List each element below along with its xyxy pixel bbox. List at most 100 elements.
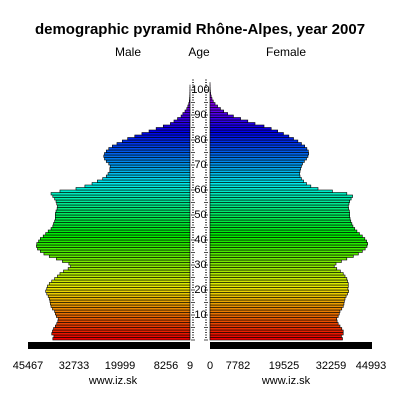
age-label-40: 40	[194, 234, 206, 246]
male-bar-age-27	[63, 269, 191, 273]
male-axis-label: 8256	[154, 360, 178, 372]
female-bar-age-69	[209, 164, 302, 168]
male-axis-labels: 45467 32733 19999 8256 9	[13, 360, 193, 372]
female-bar-age-57	[209, 194, 353, 198]
male-bar-age-20	[46, 287, 191, 291]
male-axis-label: 32733	[59, 360, 90, 372]
female-bar-age-43	[209, 229, 358, 233]
male-bar-age-76	[108, 147, 191, 151]
male-bar-age-67	[109, 169, 191, 173]
male-bar-age-63	[97, 179, 191, 183]
female-bar-age-79	[209, 139, 299, 143]
female-bar-age-78	[209, 142, 302, 146]
female-bar-age-5	[209, 324, 341, 328]
female-bar-age-9	[209, 314, 339, 318]
male-bar-age-61	[84, 184, 191, 188]
female-bar-age-19	[209, 289, 349, 293]
female-bar-age-27	[209, 269, 341, 273]
age-label-20: 20	[194, 284, 206, 296]
female-bar-age-91	[209, 109, 224, 113]
male-bar-age-64	[102, 177, 191, 181]
female-header: Female	[266, 45, 306, 59]
age-axis: 10 20 30 40 50 60 70 80 90 100	[191, 79, 210, 341]
male-bar-age-66	[107, 172, 191, 176]
male-bar-age-5	[55, 324, 191, 328]
female-bar-age-94	[209, 102, 216, 106]
male-bar-age-50	[55, 212, 191, 216]
female-bar-age-87	[209, 119, 249, 123]
female-bar-age-65	[209, 174, 301, 178]
male-bar-age-9	[56, 314, 191, 318]
female-bar-age-13	[209, 304, 344, 308]
male-bar-age-35	[40, 249, 191, 253]
male-bar-age-1	[53, 334, 191, 338]
chart-title: demographic pyramid Rhône-Alpes, year 20…	[35, 21, 365, 38]
female-bar-age-2	[209, 332, 344, 336]
age-label-60: 60	[194, 184, 206, 196]
female-bar-age-38	[209, 242, 368, 246]
female-bar-age-41	[209, 234, 363, 238]
female-bar-age-29	[209, 264, 335, 268]
female-bar-age-30	[209, 262, 337, 266]
male-bar-age-58	[50, 192, 191, 196]
female-bar-age-93	[209, 104, 218, 108]
female-bar-age-48	[209, 217, 351, 221]
female-bar-age-40	[209, 237, 366, 241]
female-bar-age-50	[209, 212, 350, 216]
male-bar-age-56	[54, 197, 191, 201]
female-bar-age-86	[209, 122, 256, 126]
male-bar-age-47	[54, 219, 191, 223]
male-bar-age-88	[177, 117, 191, 121]
male-bar-age-79	[122, 139, 191, 143]
female-bar-age-61	[209, 184, 312, 188]
female-bar-age-8	[209, 317, 338, 321]
male-bar-age-92	[186, 107, 191, 111]
male-bar-age-87	[173, 119, 191, 123]
female-bar-age-80	[209, 137, 294, 141]
male-bar-age-12	[52, 307, 191, 311]
male-bar-age-77	[112, 144, 191, 148]
female-axis-label: 44993	[356, 360, 387, 372]
female-bar-age-22	[209, 282, 349, 286]
male-bar-age-41	[42, 234, 191, 238]
male-bar-age-51	[55, 209, 191, 213]
female-axis-label: 7782	[226, 360, 250, 372]
female-bar-age-1	[209, 334, 342, 338]
male-bar-age-62	[91, 182, 191, 186]
male-axis-label: 19999	[105, 360, 136, 372]
male-header: Male	[115, 45, 141, 59]
female-bar-age-74	[209, 152, 309, 156]
female-bar-age-45	[209, 224, 354, 228]
female-bar-age-81	[209, 134, 290, 138]
female-bar-age-97	[209, 94, 212, 98]
male-bar-age-74	[104, 152, 191, 156]
female-bar-age-82	[209, 132, 284, 136]
female-bar-age-72	[209, 157, 307, 161]
watermark-right: www.iz.sk	[261, 375, 311, 387]
female-axis-label: 32259	[316, 360, 347, 372]
female-bar-age-46	[209, 222, 353, 226]
male-bar-age-30	[68, 262, 191, 266]
male-bar-age-83	[148, 129, 191, 133]
female-bar-age-54	[209, 202, 350, 206]
female-bar-age-42	[209, 232, 360, 236]
female-bar-age-12	[209, 307, 343, 311]
male-bar-age-60	[75, 187, 191, 191]
age-label-100: 100	[191, 84, 209, 96]
male-bar-age-15	[49, 299, 191, 303]
male-bar-age-34	[43, 252, 191, 256]
male-axis-label: 45467	[13, 360, 44, 372]
male-bar-age-86	[170, 122, 191, 126]
female-axis-label: 19525	[269, 360, 300, 372]
male-bar-age-85	[162, 124, 191, 128]
male-bar-age-16	[48, 297, 191, 301]
female-bar-age-31	[209, 259, 342, 263]
male-bar-age-75	[105, 149, 191, 153]
female-bar-age-64	[209, 177, 302, 181]
female-bar-age-10	[209, 312, 340, 316]
female-bar-age-32	[209, 257, 348, 261]
male-baseline	[28, 342, 190, 349]
female-bar-age-92	[209, 107, 221, 111]
male-bar-age-57	[52, 194, 191, 198]
male-bar-age-19	[45, 289, 191, 293]
